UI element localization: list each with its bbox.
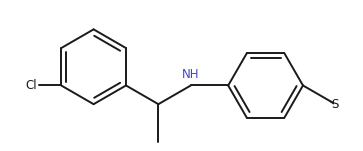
Text: Cl: Cl — [25, 79, 37, 92]
Text: S: S — [332, 98, 339, 111]
Text: NH: NH — [182, 68, 200, 81]
